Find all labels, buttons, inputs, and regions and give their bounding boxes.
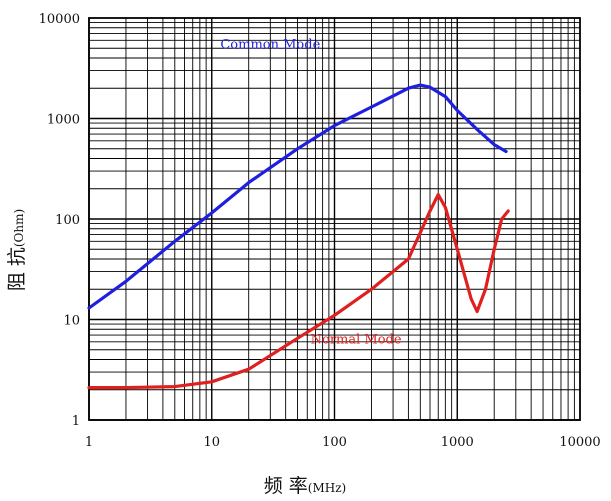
x-axis-unit: (MHz) [308, 481, 346, 495]
y-axis-title-text: 阻 抗 [6, 247, 28, 291]
series-label-common-mode: Common Mode [220, 37, 320, 52]
y-axis-title: 阻 抗(Ohm) [6, 209, 28, 291]
y-tick-labels: 1 10 100 1000 10000 [39, 12, 80, 429]
y-tick-label: 10000 [39, 12, 80, 27]
series-line-normal-mode [87, 193, 510, 390]
y-tick-label: 1 [72, 414, 80, 429]
x-tick-labels: 1 10 100 1000 10000 [85, 435, 601, 450]
y-tick-label: 100 [55, 213, 80, 228]
x-tick-label: 10 [203, 435, 220, 450]
x-tick-label: 100 [322, 435, 347, 450]
chart-grid [88, 18, 580, 421]
series-line-common-mode [87, 83, 508, 310]
series-label-normal-mode: Normal Mode [311, 332, 402, 347]
x-axis-title-text: 频 率 [264, 475, 308, 497]
series-lines [87, 83, 510, 390]
y-tick-label: 1000 [47, 113, 80, 128]
y-tick-label: 10 [63, 314, 80, 329]
plot-frame [88, 17, 581, 421]
series-labels: Common Mode Normal Mode [220, 37, 402, 347]
x-axis-title: 频 率(MHz) [264, 475, 346, 497]
y-axis-unit: (Ohm) [12, 209, 26, 247]
x-tick-label: 1000 [441, 435, 474, 450]
x-tick-label: 10000 [559, 435, 600, 450]
plot-frame-rect [88, 17, 581, 421]
x-tick-label: 1 [85, 435, 93, 450]
